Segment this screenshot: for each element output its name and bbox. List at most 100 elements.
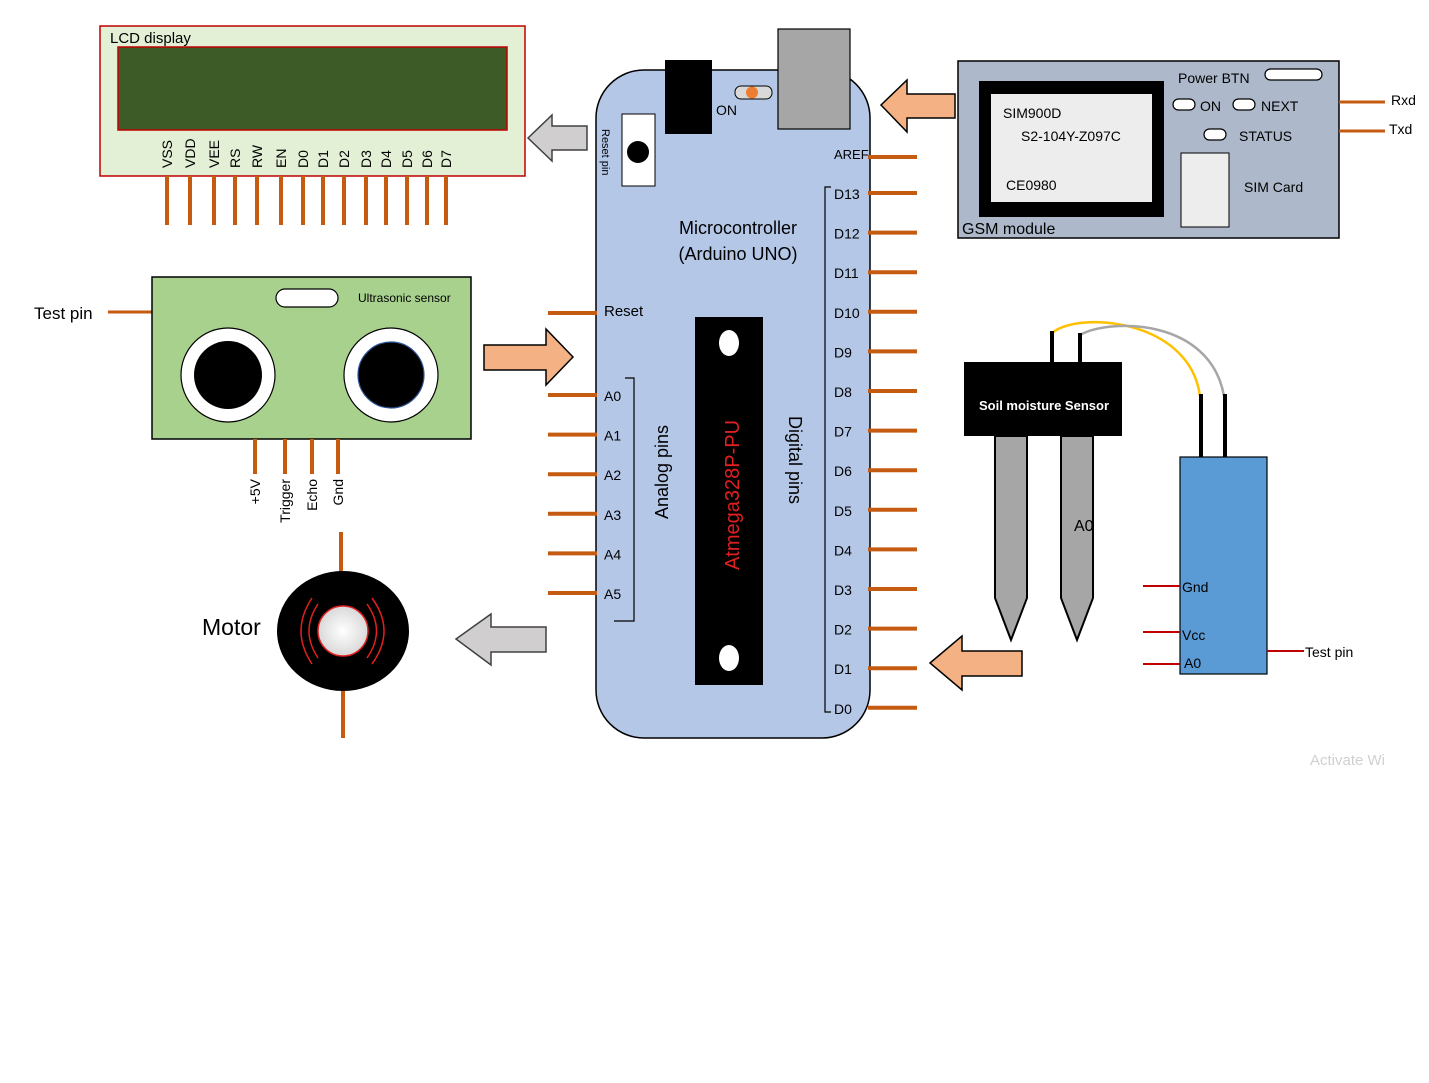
lcd-display: LCD display VSS VDD VEE RS RW EN D0 D1 D2 D3 D4 D5 D… — [99, 25, 526, 225]
digital-pin-label-d7: D7 — [834, 424, 852, 440]
power-switch-knob — [746, 86, 758, 99]
soil-moisture-sensor: Soil moisture Sensor A0 Gnd Vcc A0 Test … — [964, 320, 1353, 675]
txd-label: Txd — [1389, 121, 1412, 137]
chip-label: Atmega328P-PU — [722, 420, 744, 570]
digital-pin-label-d0: D0 — [834, 701, 852, 717]
ultrasonic-test-pin-label: Test pin — [34, 304, 93, 323]
lcd-pin-label-d1: D1 — [315, 150, 331, 168]
ultrasonic-pin-label-5v: +5V — [247, 478, 263, 504]
lcd-pin-label-d5: D5 — [399, 150, 415, 168]
gsm-status-label: STATUS — [1239, 128, 1292, 144]
arrow-to-lcd — [526, 113, 588, 163]
digital-pin-label-d5: D5 — [834, 503, 852, 519]
lcd-pin-label-d4: D4 — [378, 150, 394, 168]
lcd-pin-label-d2: D2 — [336, 150, 352, 168]
arrow-to-motor — [454, 612, 547, 667]
gsm-module: SIM900D S2-104Y-Z097C CE0980 Power BTN O… — [957, 60, 1416, 239]
soil-probe-right — [1060, 435, 1094, 643]
lcd-pin-label-d6: D6 — [419, 150, 435, 168]
analog-pins: A0 A1 A2 A3 A4 A5 — [548, 388, 621, 602]
sim-card-label: SIM Card — [1244, 179, 1303, 195]
digital-pin-label-d6: D6 — [834, 463, 852, 479]
usb-connector — [777, 28, 851, 130]
status-led — [1203, 128, 1227, 141]
analog-pin-label-a4: A4 — [604, 546, 621, 562]
module-test-pin-label: Test pin — [1305, 644, 1353, 660]
switch-on-label: ON — [716, 102, 737, 118]
arduino-title-line1: Microcontroller — [679, 218, 797, 238]
lcd-pin-label-vee: VEE — [206, 140, 222, 168]
digital-pins: D13 D12 D11 D10 D9 D8 D7 D6 D5 D4 D3 D2 D1 D0 — [834, 186, 917, 717]
chip-notch-bottom — [719, 645, 739, 671]
gsm-next-label: NEXT — [1261, 98, 1299, 114]
soil-wire-yellow — [1051, 320, 1202, 397]
arduino-title-line2: (Arduino UNO) — [678, 244, 797, 264]
reset-button — [627, 141, 649, 163]
lcd-title: LCD display — [110, 30, 191, 47]
digital-pin-label-d12: D12 — [834, 226, 860, 242]
ultrasonic-transmitter-core — [194, 341, 262, 409]
next-button — [1232, 98, 1256, 111]
chip-notch-top — [719, 330, 739, 356]
analog-group-label: Analog pins — [652, 425, 672, 519]
digital-pin-label-d9: D9 — [834, 344, 852, 360]
soil-probe-label: A0 — [1074, 518, 1094, 535]
gsm-chip-line2: S2-104Y-Z097C — [1021, 128, 1121, 144]
arrow-from-ultrasonic — [483, 327, 575, 387]
rxd-label: Rxd — [1391, 92, 1416, 108]
power-btn-label: Power BTN — [1178, 70, 1250, 86]
digital-pin-label-d11: D11 — [834, 265, 859, 281]
arrow-from-gsm — [879, 78, 956, 134]
soil-sensor-label: Soil moisture Sensor — [979, 398, 1109, 413]
motor-coil-right-outer — [371, 597, 385, 665]
motor-label: Motor — [202, 614, 261, 640]
reset-pin-label: Reset pin — [599, 129, 611, 175]
digital-pin-label-d10: D10 — [834, 305, 860, 321]
ultrasonic-pins: +5V Trigger Echo Gnd — [247, 439, 346, 523]
power-button — [1264, 68, 1323, 81]
lcd-pin-label-vss: VSS — [159, 140, 175, 168]
lcd-pin-label-d0: D0 — [295, 150, 311, 168]
atmega-chip — [695, 317, 763, 685]
soil-probe-left — [994, 435, 1028, 643]
motor-coil-right-inner — [366, 603, 378, 659]
digital-bracket — [824, 186, 831, 713]
lcd-pin-label-rs: RS — [227, 149, 243, 168]
analog-pin-label-a1: A1 — [604, 428, 621, 444]
ultrasonic-sensor: Test pin Ultrasonic sensor +5V Trigger Ech… — [34, 276, 472, 523]
soil-wire-gray — [1079, 324, 1226, 397]
watermark-mask — [1290, 765, 1429, 785]
analog-pin-label-a2: A2 — [604, 467, 621, 483]
motor-coil-left-inner — [308, 603, 319, 659]
module-a0-label: A0 — [1184, 655, 1201, 671]
soil-sensor-head — [964, 362, 1122, 436]
soil-module-body — [1179, 456, 1268, 675]
module-vcc-label: Vcc — [1182, 627, 1205, 643]
analog-pin-label-a0: A0 — [604, 388, 621, 404]
digital-pin-label-d1: D1 — [834, 661, 852, 677]
arrow-from-soil-sensor — [928, 634, 1023, 692]
lcd-pins: VSS VDD VEE RS RW EN D0 D1 D2 D3 D4 D5 D6 D7 — [159, 138, 454, 225]
lcd-pin-label-d3: D3 — [358, 150, 374, 168]
gsm-chip — [991, 94, 1152, 202]
lcd-screen — [117, 46, 508, 131]
ultrasonic-pin-label-trigger: Trigger — [277, 479, 293, 523]
ultrasonic-crystal — [275, 288, 339, 308]
power-jack — [665, 60, 712, 134]
reset-label: Reset — [604, 303, 644, 320]
digital-group-label: Digital pins — [785, 416, 805, 504]
arduino-board: ON Reset pin Microcontroller (Arduino UN… — [548, 28, 917, 739]
on-led — [1172, 98, 1196, 111]
ultrasonic-title: Ultrasonic sensor — [358, 291, 451, 305]
digital-pin-label-d3: D3 — [834, 582, 852, 598]
module-gnd-label: Gnd — [1182, 579, 1208, 595]
ultrasonic-receiver-core — [357, 341, 425, 409]
watermark: Activate Wi — [1310, 752, 1385, 769]
ultrasonic-pin-label-echo: Echo — [304, 479, 320, 511]
digital-pin-label-d2: D2 — [834, 622, 852, 638]
lcd-pin-label-vdd: VDD — [182, 138, 198, 168]
motor-hub — [317, 605, 369, 657]
analog-pin-label-a3: A3 — [604, 507, 621, 523]
motor: Motor — [202, 532, 409, 738]
